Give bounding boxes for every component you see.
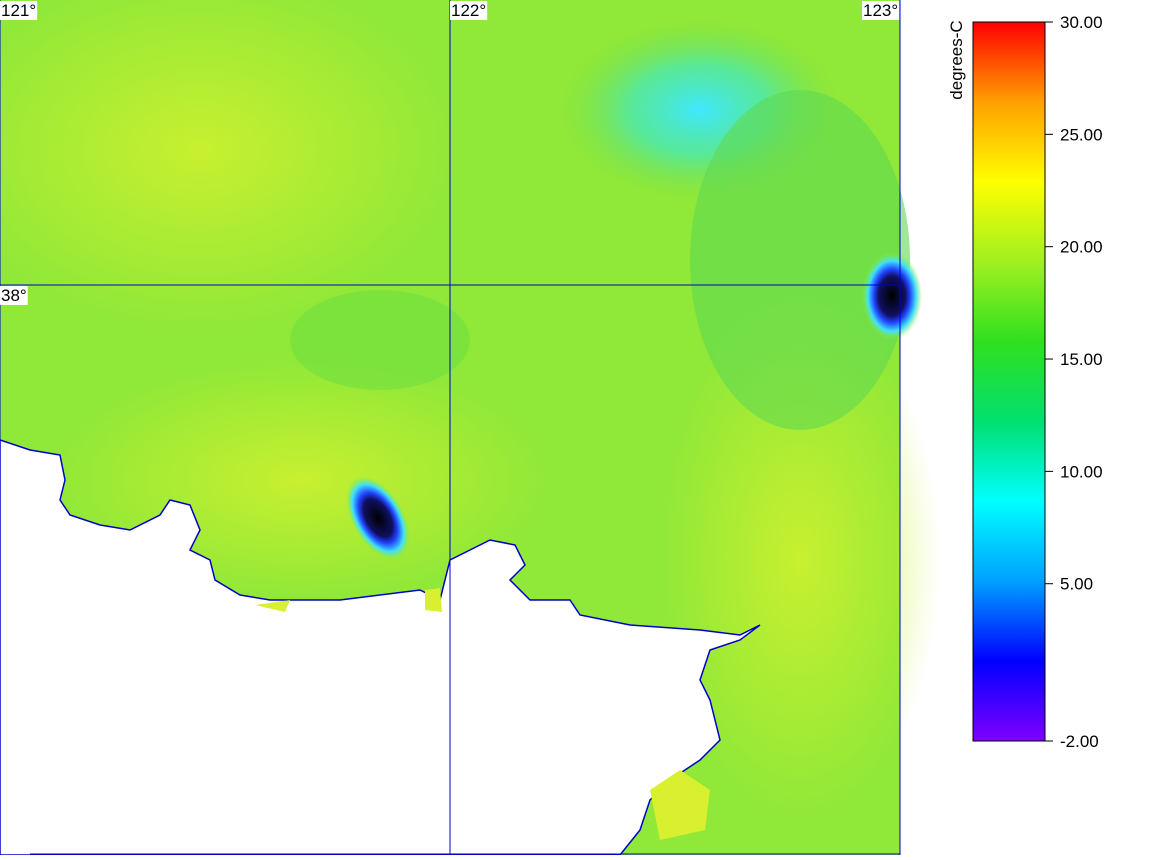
label-bg: [450, 1, 488, 20]
colorbar-tick-label: 10.00: [1060, 462, 1103, 481]
colorbar-tick-label: 5.00: [1060, 575, 1093, 594]
graticule: 121° 122° 123° 38°: [0, 0, 901, 855]
colorbar-tick-label: 15.00: [1060, 350, 1103, 369]
label-bg: [0, 1, 38, 20]
colorbar-ramp: [973, 22, 1045, 741]
colorbar: degrees-C 30.00 25.00 20.00 15.00 10.00 5.00 -…: [947, 13, 1103, 751]
colorbar-tick-label: 20.00: [1060, 238, 1103, 257]
colorbar-tick-label: 25.00: [1060, 125, 1103, 144]
lon-label: 122°: [451, 1, 486, 20]
label-bg: [0, 286, 28, 305]
colorbar-tick-label: -2.00: [1060, 732, 1099, 751]
label-bg: [862, 1, 900, 20]
sst-image: [0, 0, 940, 856]
colorbar-frame: [972, 21, 1046, 742]
colorbar-tick-label: 30.00: [1060, 13, 1103, 32]
lon-label: 121°: [1, 1, 36, 20]
lon-label: 123°: [863, 1, 898, 20]
colorbar-label: degrees-C: [947, 20, 966, 99]
lat-label: 38°: [1, 286, 27, 305]
